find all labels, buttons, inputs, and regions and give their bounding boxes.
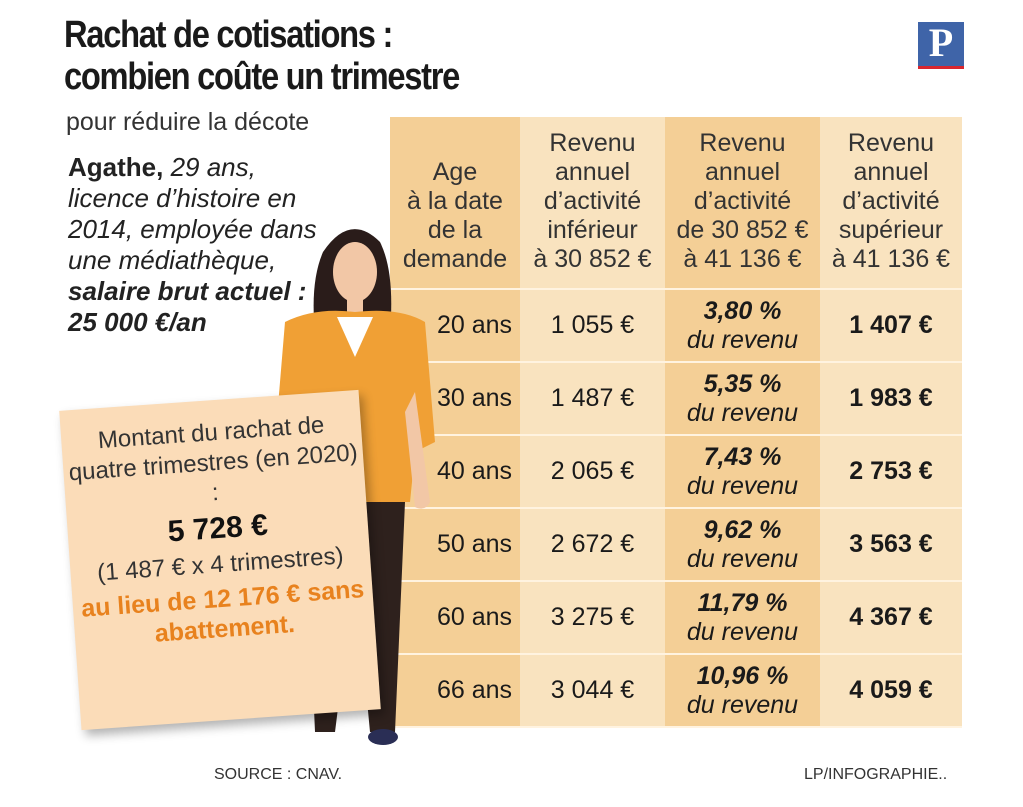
header-line: Revenu <box>847 129 935 157</box>
percent-note: du revenu <box>686 690 799 719</box>
profile-salary: salaire brut actuel : 25 000 €/an <box>68 276 307 337</box>
header-line: d’activité <box>842 187 940 215</box>
logo: P <box>918 22 964 69</box>
amount-cell: 1 983 € <box>820 363 962 436</box>
header-cell: Revenu annuel d’activité de 30 852 € à 41 13… <box>665 117 820 290</box>
percent-value: 5,35 % <box>703 369 782 398</box>
percent-cell: 10,96 % du revenu <box>665 655 820 728</box>
percent-cell: 3,80 % du revenu <box>665 290 820 363</box>
percent-cell: 7,43 % du revenu <box>665 436 820 509</box>
header-line: de la <box>427 216 483 244</box>
amount-cell: 2 672 € <box>520 509 665 582</box>
amount-cell: 1 055 € <box>520 290 665 363</box>
percent-note: du revenu <box>686 617 799 646</box>
amount-cell: 4 059 € <box>820 655 962 728</box>
profile: Agathe, 29 ans, licence d’histoire en 20… <box>68 152 318 338</box>
percent-cell: 11,79 % du revenu <box>665 582 820 655</box>
header-line: d’activité <box>543 187 642 215</box>
header-line: Age <box>432 158 478 186</box>
header-line: demande <box>402 245 508 273</box>
percent-value: 9,62 % <box>703 515 782 544</box>
note-text: Montant du rachat de quatre trimestres (… <box>67 411 359 507</box>
note-box: Montant du rachat de quatre trimestres (… <box>59 389 381 731</box>
percent-value: 11,79 % <box>697 588 788 617</box>
amount-cell: 3 563 € <box>820 509 962 582</box>
age-cell: 60 ans <box>390 582 520 655</box>
profile-name: Agathe, <box>68 152 164 182</box>
header-cell: Revenu annuel d’activité inférieur à 30 852 … <box>520 117 665 290</box>
amount-cell: 2 065 € <box>520 436 665 509</box>
amount-cell: 1 407 € <box>820 290 962 363</box>
amount-cell: 3 044 € <box>520 655 665 728</box>
header-line: de 30 852 € <box>676 216 809 244</box>
amount-cell: 4 367 € <box>820 582 962 655</box>
title-line: Rachat de cotisations : <box>64 14 393 56</box>
percent-note: du revenu <box>686 398 799 427</box>
header-line: à 41 136 € <box>683 245 802 273</box>
header-line: Revenu <box>699 129 786 157</box>
header-line: à 30 852 € <box>533 245 652 273</box>
source: SOURCE : CNAV. <box>214 766 343 783</box>
credit: LP/INFOGRAPHIE.. <box>804 766 948 783</box>
profile-details: 29 ans, licence d’histoire en 2014, empl… <box>68 152 317 275</box>
percent-note: du revenu <box>686 325 799 354</box>
header-line: à 41 136 € <box>831 245 951 273</box>
header-line: annuel <box>554 158 631 186</box>
age-cell: 66 ans <box>390 655 520 728</box>
percent-value: 3,80 % <box>703 296 782 325</box>
percent-cell: 5,35 % du revenu <box>665 363 820 436</box>
amount-cell: 3 275 € <box>520 582 665 655</box>
header-line: à la date <box>407 187 503 215</box>
header-line: supérieur <box>838 216 944 244</box>
amount-cell: 1 487 € <box>520 363 665 436</box>
title: Rachat de cotisations : combien coûte un… <box>64 14 460 98</box>
header-line: inférieur <box>547 216 638 244</box>
percent-value: 10,96 % <box>696 661 789 690</box>
percent-note: du revenu <box>686 471 799 500</box>
header-cell: Revenu annuel d’activité supérieur à 41 136 … <box>820 117 962 290</box>
header-line: annuel <box>853 158 929 186</box>
header-line: d’activité <box>693 187 792 215</box>
amount-cell: 2 753 € <box>820 436 962 509</box>
percent-note: du revenu <box>686 544 799 573</box>
table: Age à la date de la demande Revenu annuel d’ac… <box>390 117 962 728</box>
age-cell: 50 ans <box>390 509 520 582</box>
header-line: annuel <box>704 158 781 186</box>
subtitle: pour réduire la décote <box>66 108 310 136</box>
percent-value: 7,43 % <box>703 442 782 471</box>
header-cell: Age à la date de la demande <box>390 117 520 290</box>
percent-cell: 9,62 % du revenu <box>665 509 820 582</box>
title-line: combien coûte un trimestre <box>64 56 460 98</box>
header-line: Revenu <box>549 129 636 157</box>
